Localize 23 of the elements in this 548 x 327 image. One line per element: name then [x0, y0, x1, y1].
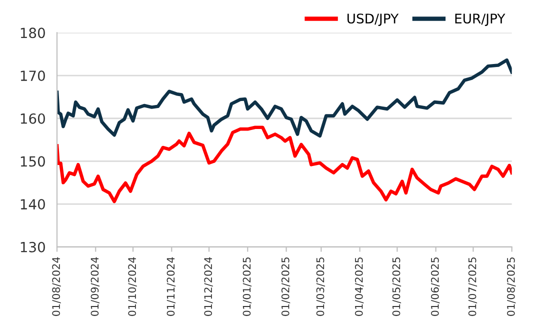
x-tick-label: 01/02/2025: [281, 258, 290, 316]
x-tick-label: 01/09/2024: [90, 257, 100, 316]
line-series: [56, 58, 512, 138]
y-tick-label: 140: [20, 199, 45, 210]
x-tick-label: 01/10/2024: [128, 257, 137, 316]
x-tick-label: 01/04/2025: [354, 258, 364, 316]
y-tick-label: 170: [20, 70, 45, 82]
x-tick-label: 01/06/2025: [430, 258, 440, 316]
y-tick-label: 150: [20, 156, 45, 167]
x-tick-label: 01/08/2025: [506, 258, 516, 316]
y-tick-label: 160: [20, 113, 45, 124]
x-tick-label: 01/08/2024: [52, 257, 61, 316]
x-tick-label: 01/03/2025: [316, 258, 326, 316]
legend-label: USD/JPY: [348, 14, 399, 26]
x-tick-label: 01/01/2025: [242, 258, 252, 316]
y-tick-label: 180: [20, 28, 45, 38]
x-tick-label: 01/12/2024: [204, 257, 213, 316]
x-tick-label: 01/11/2024: [166, 257, 176, 316]
x-tick-label: 01/05/2025: [392, 258, 402, 316]
legend-label: EUR/JPY: [455, 14, 506, 26]
y-tick-label: 130: [20, 242, 45, 252]
x-tick-label: 01/07/2025: [468, 258, 478, 316]
line-series: [56, 126, 512, 204]
